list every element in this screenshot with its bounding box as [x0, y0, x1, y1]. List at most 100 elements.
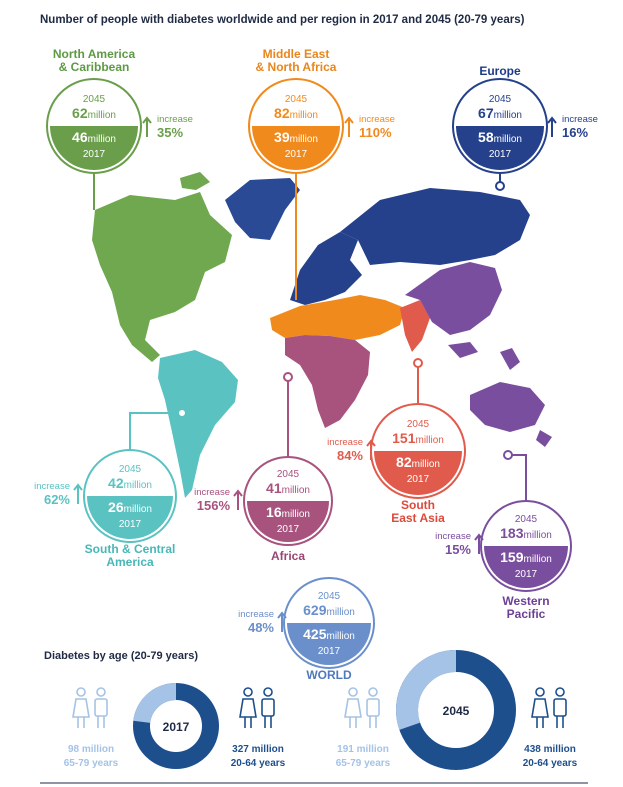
value-2017-number: 26: [108, 499, 124, 515]
value-2045-unit: million: [290, 110, 318, 121]
region-name-wp: Pacific: [507, 607, 546, 621]
value-2045-sea: 151million: [392, 430, 444, 446]
value-2017-sca: 26million: [108, 499, 152, 515]
value-2045-nac: 62million: [72, 105, 116, 121]
donut-year-2017: 2017: [163, 720, 190, 734]
value-2045-afr: 41million: [266, 480, 310, 496]
region-name-mena: & North Africa: [256, 60, 337, 74]
person-body: [261, 698, 275, 717]
value-2017-world: 425million: [303, 626, 355, 642]
map-south-america: [158, 350, 238, 498]
map-mena: [270, 295, 405, 340]
person-male-young-icon: [261, 687, 275, 728]
young-value-2045: 438 million: [524, 744, 576, 755]
value-2045-number: 82: [274, 105, 290, 121]
value-2017-number: 425: [303, 626, 327, 642]
value-2045-unit: million: [88, 110, 116, 121]
person-head: [263, 687, 273, 697]
bubble-afr: 204541million16million2017Africaincrease…: [194, 456, 333, 563]
increase-percent-eur: 16%: [562, 125, 588, 140]
person-legs: [77, 717, 85, 728]
value-2045-unit: million: [282, 485, 310, 496]
value-2017-unit: million: [88, 134, 116, 145]
increase-arrow-icon: [547, 116, 557, 137]
person-head: [555, 687, 565, 697]
donut-segment-65-79-2045: [396, 650, 456, 730]
value-2017-unit: million: [494, 134, 522, 145]
value-2017-eur: 58million: [478, 129, 522, 145]
increase-percent-wp: 15%: [445, 542, 471, 557]
old-label-2045: 65-79 years: [336, 758, 391, 769]
world-map: [92, 172, 552, 498]
bubble-2017-fill-world: [287, 623, 371, 665]
value-2045-number: 41: [266, 480, 282, 496]
connector-dot-wp: [503, 450, 513, 460]
increase-percent-mena: 110%: [359, 125, 392, 140]
value-2017-mena: 39million: [274, 129, 318, 145]
increase-label: increase: [157, 114, 193, 125]
region-name-nac: & Caribbean: [59, 60, 130, 74]
person-legs: [369, 716, 377, 728]
value-2045-unit: million: [124, 480, 152, 491]
year-2045-label: 2045: [277, 469, 300, 480]
map-europe: [290, 232, 362, 305]
value-2017-afr: 16million: [266, 504, 310, 520]
person-legs: [264, 716, 272, 728]
year-2045-label: 2045: [489, 94, 512, 105]
connector-wp: [508, 454, 527, 501]
value-2017-number: 39: [274, 129, 290, 145]
page-title: Number of people with diabetes worldwide…: [40, 14, 525, 26]
person-head: [368, 687, 378, 697]
map-australia: [470, 382, 545, 432]
value-2017-unit: million: [412, 459, 440, 470]
person-dress: [531, 698, 549, 718]
bubble-2017-fill-eur: [456, 126, 544, 170]
person-legs: [244, 717, 252, 728]
increase-label: increase: [194, 487, 230, 498]
value-2017-unit: million: [282, 509, 310, 520]
value-2017-sea: 82million: [396, 454, 440, 470]
region-name-sea: East Asia: [391, 511, 445, 525]
connector-dot-afr: [283, 372, 293, 382]
increase-arrow-icon: [277, 611, 287, 632]
year-2045-label: 2045: [285, 94, 308, 105]
bubble-eur: 204567million58million2017Europeincrease…: [452, 64, 598, 174]
increase-percent-sca: 62%: [44, 492, 70, 507]
age-section: Diabetes by age (20-79 years) 2017 98 mill…: [40, 650, 588, 784]
person-head: [76, 687, 86, 697]
person-head: [535, 687, 545, 697]
year-2045-label: 2045: [83, 94, 106, 105]
person-legs: [536, 717, 544, 728]
age-section-title: Diabetes by age (20-79 years): [44, 650, 198, 662]
value-2045-unit: million: [416, 435, 444, 446]
old-value-2045: 191 million: [337, 744, 389, 755]
connector-dot-sca: [177, 408, 187, 418]
year-2045-label: 2045: [407, 419, 430, 430]
region-name-mena: Middle East: [263, 47, 330, 61]
person-female-old-icon: [72, 687, 90, 728]
map-south-east-asia: [400, 300, 430, 352]
bubble-2017-fill-afr: [247, 501, 329, 542]
year-2017-label: 2017: [83, 149, 106, 160]
map-west-pacific-asia: [405, 262, 502, 335]
person-male-old-icon: [94, 687, 108, 728]
value-2017-unit: million: [290, 134, 318, 145]
region-name-world: WORLD: [306, 668, 352, 682]
increase-percent-afr: 156%: [197, 498, 231, 513]
increase-arrow-icon: [73, 483, 83, 504]
value-2017-number: 58: [478, 129, 494, 145]
person-body: [553, 698, 567, 717]
year-2045-label: 2045: [515, 514, 538, 525]
person-legs: [556, 716, 564, 728]
connector-lines: [93, 173, 527, 501]
value-2017-nac: 46million: [72, 129, 116, 145]
old-label-2017: 65-79 years: [64, 758, 119, 769]
increase-label: increase: [359, 114, 395, 125]
connector-dot-sea: [413, 358, 423, 368]
year-2045-label: 2045: [119, 464, 142, 475]
